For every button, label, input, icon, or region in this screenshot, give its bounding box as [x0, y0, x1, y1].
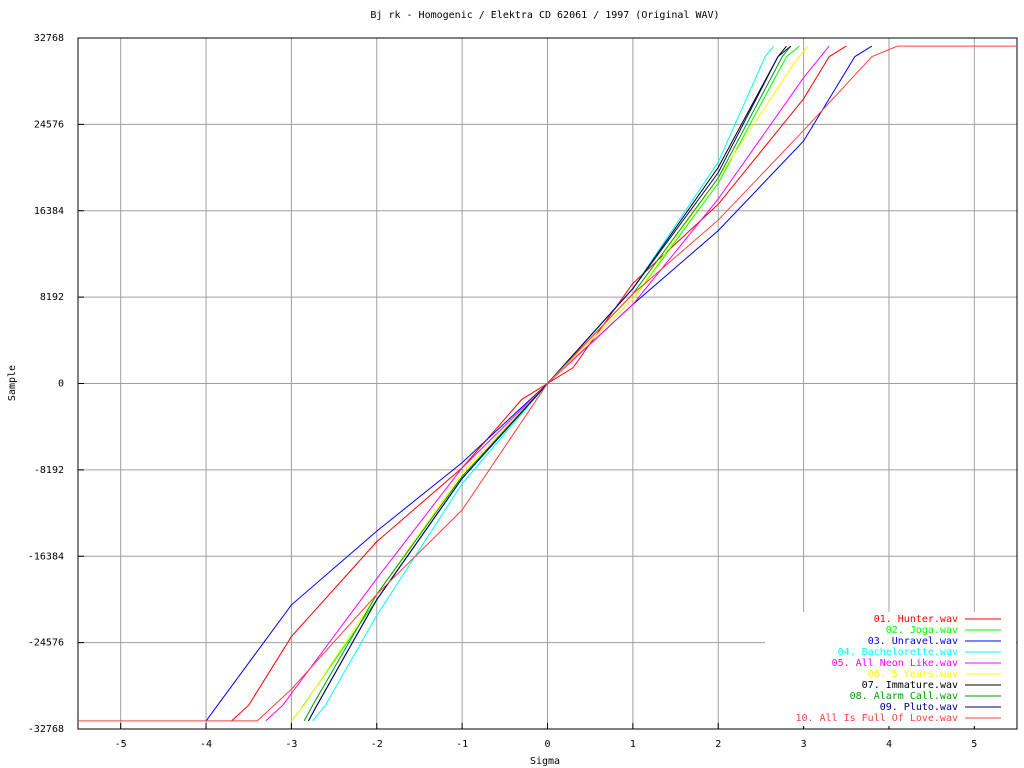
x-tick-label: 2 [715, 739, 721, 750]
y-tick-label: 8192 [40, 292, 64, 303]
y-tick-label: 16384 [34, 206, 64, 217]
x-tick-label: 4 [886, 739, 892, 750]
x-tick-label: 1 [630, 739, 636, 750]
x-tick-label: 3 [801, 739, 807, 750]
legend-label: 03. Unravel.wav [868, 636, 958, 647]
y-tick-label: -16384 [28, 551, 64, 562]
plot-border [77, 37, 1018, 730]
legend-label: 10. All Is Full Of Love.wav [795, 713, 958, 724]
y-tick-label: 24576 [34, 119, 64, 130]
x-tick-label: -5 [115, 739, 127, 750]
legend-label: 05. All Neon Like.wav [832, 658, 958, 669]
y-tick-label: -8192 [34, 465, 64, 476]
y-tick-label: 0 [58, 379, 64, 390]
legend-label: 04. Bachelorette.wav [838, 647, 958, 658]
x-tick-label: -3 [285, 739, 297, 750]
x-tick-label: -4 [200, 739, 212, 750]
x-tick-label: 0 [544, 739, 550, 750]
x-tick-label: -2 [371, 739, 383, 750]
legend-label: 06. 5 Years.wav [868, 669, 958, 680]
series-line [78, 45, 1017, 722]
chart-title: Bj rk - Homogenic / Elektra CD 62061 / 1… [370, 10, 719, 21]
legend-label: 09. Pluto.wav [880, 702, 958, 713]
legend-label: 01. Hunter.wav [874, 614, 958, 625]
x-tick-label: 5 [971, 739, 977, 750]
x-tick-label: -1 [456, 739, 468, 750]
x-axis-label: Sigma [530, 756, 560, 767]
y-tick-label: -32768 [28, 724, 64, 735]
legend-label: 08. Alarm Call.wav [850, 691, 958, 702]
y-axis-label: Sample [7, 365, 18, 401]
y-tick-label: -24576 [28, 638, 64, 649]
y-tick-label: 32768 [34, 33, 64, 44]
legend-label: 02. Joga.wav [886, 625, 958, 636]
legend-label: 07. Immature.wav [862, 680, 958, 691]
